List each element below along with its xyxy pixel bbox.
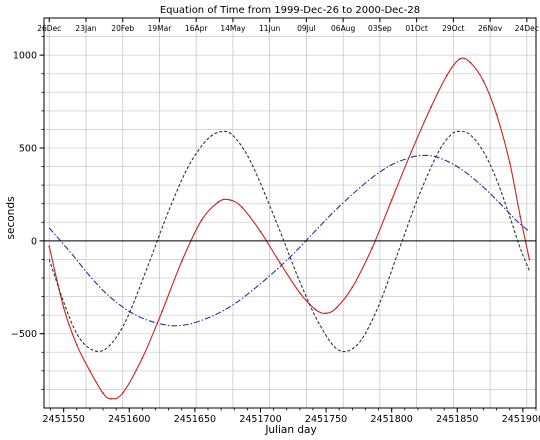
series-point (102, 392, 104, 395)
series-point (161, 310, 163, 313)
x-tick-label: 2451700 (239, 414, 281, 425)
series-point (298, 291, 301, 294)
top-date-label: 20Feb (111, 24, 134, 33)
top-date-label: 01Oct (405, 24, 428, 33)
tick-labels: −500 0 500 1000 2451550 2451600 2451650 2451700… (11, 24, 540, 425)
y-tick-label: 0 (31, 236, 37, 247)
series-point (459, 57, 461, 60)
series-point (89, 369, 91, 372)
top-date-label: 19Mar (148, 24, 173, 33)
series-point (371, 247, 373, 250)
series-point (325, 312, 327, 315)
series-point (528, 258, 531, 261)
top-date-label: 14May (220, 24, 246, 33)
top-date-label: 26Dec (37, 24, 61, 33)
y-tick-label: 1000 (13, 51, 37, 62)
series-point (180, 260, 183, 263)
series-line-2 (48, 130, 530, 353)
x-tick-label: 2451650 (174, 414, 216, 425)
top-date-label: 16Apr (185, 24, 208, 33)
y-axis-label: seconds (5, 197, 17, 240)
chart-title: Equation of Time from 1999-Dec-26 to 200… (160, 5, 420, 16)
series-point (62, 306, 65, 309)
series-line-1 (48, 57, 530, 400)
series-point (508, 161, 511, 164)
series-point (445, 74, 448, 77)
series-point (390, 199, 393, 201)
series-group (48, 57, 531, 400)
series-point (519, 215, 522, 218)
y-tick-label: −500 (11, 329, 37, 340)
x-tick-label: 2451550 (43, 414, 85, 425)
top-date-label: 24Dec (515, 24, 539, 33)
series-point (48, 245, 51, 248)
series-point (279, 262, 282, 265)
series-point (241, 206, 244, 209)
series-point (495, 113, 498, 116)
series-point (259, 230, 262, 233)
top-date-label: 06Aug (331, 24, 355, 33)
x-tick-label: 2451900 (502, 414, 540, 425)
series-point (217, 200, 220, 203)
x-tick-label: 2451750 (305, 414, 347, 425)
axes (39, 17, 537, 413)
grid (44, 18, 536, 408)
series-point (75, 343, 78, 346)
series-point (410, 150, 413, 153)
top-date-label: 03Sep (368, 24, 392, 33)
series-point (482, 80, 485, 83)
series-point (200, 219, 203, 222)
series-point (229, 199, 232, 201)
y-tick-label: 500 (19, 144, 37, 155)
series-point (110, 397, 112, 400)
series-point (335, 306, 338, 309)
x-tick-label: 2451800 (371, 414, 413, 425)
series-point (351, 286, 354, 289)
plot-frame (43, 17, 537, 409)
top-date-label: 29Oct (442, 24, 465, 33)
top-date-label: 23Jan (75, 24, 96, 33)
x-axis-label: Julian day (264, 424, 316, 436)
series-point (121, 392, 124, 395)
top-date-label: 11Jun (259, 24, 281, 33)
x-tick-label: 2451600 (108, 414, 150, 425)
top-date-label: 09Jul (297, 24, 316, 33)
series-point (314, 308, 317, 311)
x-tick-label: 2451850 (436, 414, 478, 425)
series-point (141, 356, 144, 359)
series-point (469, 61, 472, 64)
series-point (430, 106, 432, 109)
top-date-label: 26Nov (478, 24, 503, 33)
